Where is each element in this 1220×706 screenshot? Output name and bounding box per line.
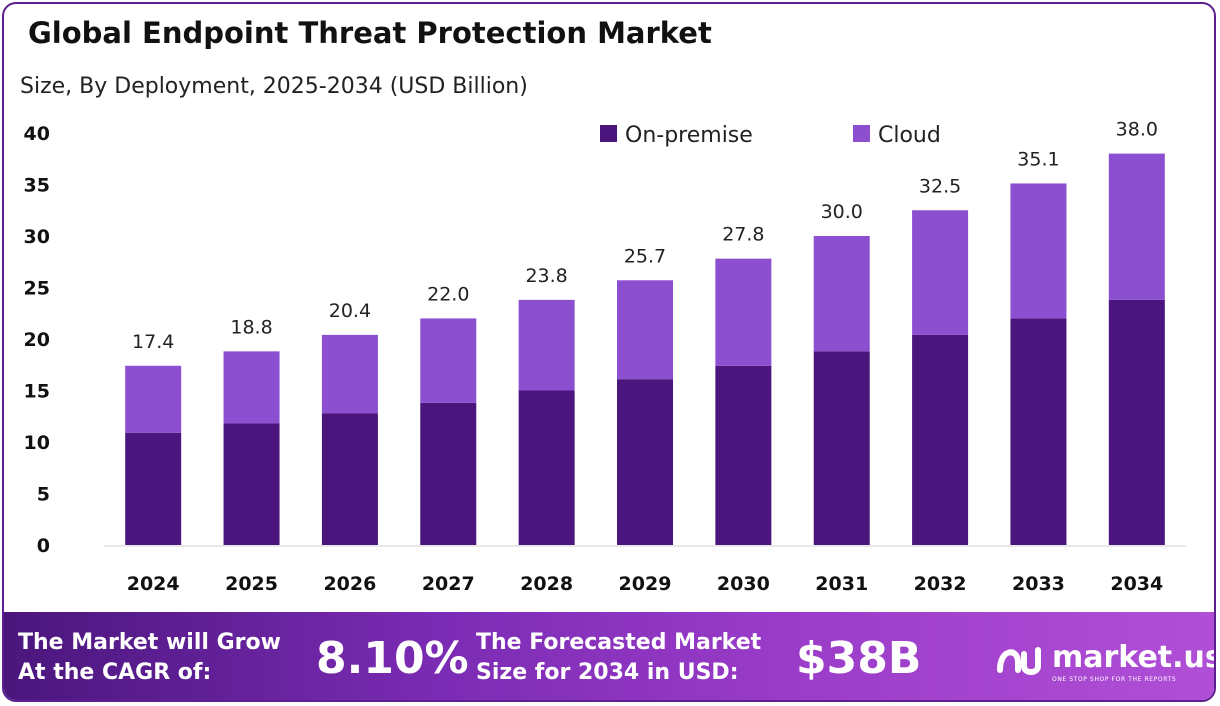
bar-cloud-2026 [321, 334, 378, 414]
forecast-value: $38B [796, 633, 922, 684]
forecast-caption-line1: The Forecasted Market [476, 630, 762, 655]
y-tick-label: 35 [24, 175, 50, 197]
total-label-2028: 23.8 [525, 265, 567, 287]
bar-cloud-2033 [1010, 183, 1067, 319]
total-label-2024: 17.4 [132, 331, 174, 353]
y-tick-label: 5 [37, 484, 50, 506]
x-tick-label: 2032 [914, 573, 967, 595]
cagr-caption-line2: At the CAGR of: [18, 660, 212, 685]
bar-cloud-2031 [813, 236, 870, 352]
total-label-2030: 27.8 [722, 224, 764, 246]
bar-on-premise-2024 [125, 432, 182, 545]
y-tick-label: 40 [24, 123, 50, 145]
x-tick-label: 2028 [520, 573, 573, 595]
forecast-caption-line2: Size for 2034 in USD: [476, 660, 739, 685]
market-us-logo-icon [997, 647, 1041, 675]
total-label-2033: 35.1 [1017, 148, 1059, 170]
footer-banner: The Market will Grow At the CAGR of: 8.1… [4, 612, 1214, 700]
bar-on-premise-2031 [813, 351, 870, 545]
bar-cloud-2030 [715, 258, 772, 366]
bar-on-premise-2033 [1010, 318, 1067, 545]
bar-cloud-2032 [912, 210, 969, 335]
total-label-2026: 20.4 [329, 300, 371, 322]
x-tick-label: 2031 [815, 573, 868, 595]
cagr-caption: The Market will Grow At the CAGR of: [18, 628, 281, 688]
legend-swatch-cloud [853, 125, 870, 142]
legend-label-on-premise: On-premise [625, 123, 753, 148]
x-tick-label: 2033 [1012, 573, 1065, 595]
bar-on-premise-2029 [617, 379, 673, 545]
x-tick-label: 2029 [619, 573, 672, 595]
x-tick-label: 2024 [127, 573, 180, 595]
y-axis: 0 5 10 15 20 25 30 35 40 [24, 123, 50, 557]
bar-on-premise-2034 [1108, 299, 1165, 545]
total-label-2027: 22.0 [427, 283, 469, 305]
bar-on-premise-2025 [223, 423, 280, 545]
bar-on-premise-2032 [912, 334, 969, 545]
chart-subtitle: Size, By Deployment, 2025-2034 (USD Bill… [20, 74, 528, 99]
total-label-2025: 18.8 [230, 316, 272, 338]
bar-cloud-2029 [617, 280, 673, 380]
total-label-2034: 38.0 [1116, 119, 1158, 141]
bar-cloud-2034 [1108, 153, 1165, 300]
total-labels: 17.4 18.8 20.4 22.0 23.8 25.7 27.8 30.0 32.5 35.1… [132, 119, 1158, 353]
cagr-value: 8.10% [316, 633, 469, 684]
bar-cloud-2025 [223, 351, 280, 424]
brand-name: market.us [1052, 640, 1216, 675]
bar-cloud-2027 [420, 318, 477, 403]
x-axis: 2024 2025 2026 2027 2028 2029 2030 2031 2032 2033… [104, 545, 1186, 595]
bar-on-premise-2028 [518, 390, 575, 545]
y-tick-label: 0 [37, 535, 50, 557]
bars [125, 153, 1165, 545]
y-tick-label: 20 [24, 329, 50, 351]
cagr-caption-line1: The Market will Grow [18, 630, 281, 655]
bar-on-premise-2027 [420, 402, 477, 545]
y-tick-label: 10 [24, 432, 50, 454]
x-tick-label: 2026 [323, 573, 376, 595]
x-tick-label: 2027 [422, 573, 475, 595]
bar-on-premise-2026 [321, 413, 378, 545]
legend: On-premise Cloud [600, 123, 941, 148]
bar-cloud-2024 [125, 365, 182, 433]
bar-cloud-2028 [518, 299, 575, 391]
x-tick-label: 2034 [1110, 573, 1163, 595]
brand-logo: market.us ONE STOP SHOP FOR THE REPORTS [994, 640, 1214, 690]
x-tick-label: 2030 [717, 573, 770, 595]
legend-label-cloud: Cloud [878, 123, 941, 148]
y-tick-label: 30 [24, 226, 50, 248]
total-label-2032: 32.5 [919, 175, 961, 197]
y-tick-label: 25 [24, 278, 50, 300]
total-label-2031: 30.0 [821, 201, 863, 223]
y-tick-label: 15 [24, 381, 50, 403]
x-tick-label: 2025 [225, 573, 278, 595]
legend-swatch-on-premise [600, 125, 617, 142]
forecast-caption: The Forecasted Market Size for 2034 in U… [476, 628, 761, 688]
brand-tagline: ONE STOP SHOP FOR THE REPORTS [1052, 676, 1177, 683]
chart-title: Global Endpoint Threat Protection Market [28, 16, 712, 50]
total-label-2029: 25.7 [624, 245, 666, 267]
bar-on-premise-2030 [715, 365, 772, 545]
